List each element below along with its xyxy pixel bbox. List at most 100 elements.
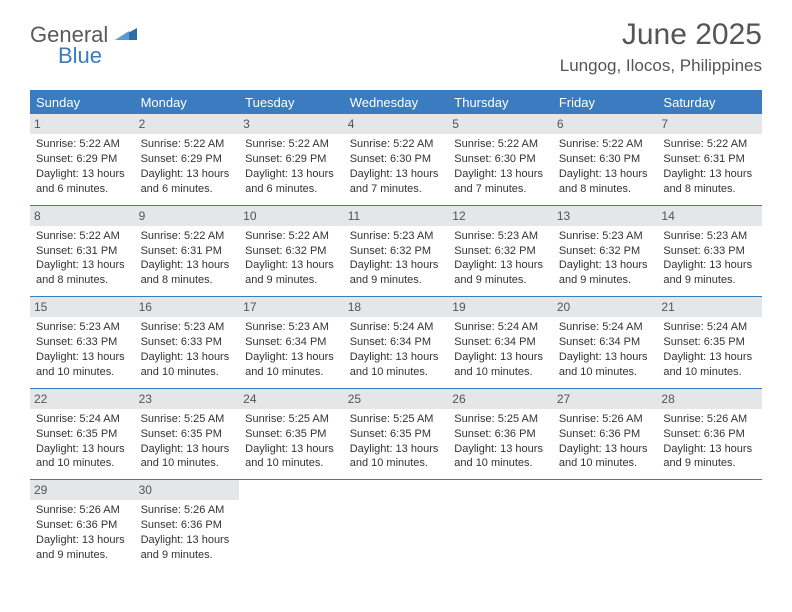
day-header-sunday: Sunday bbox=[30, 91, 135, 114]
logo-text-block: General Blue bbox=[30, 24, 137, 67]
logo-triangle-icon bbox=[115, 24, 137, 45]
day-info-line: Daylight: 13 hours bbox=[245, 167, 338, 182]
day-info-line: Sunset: 6:36 PM bbox=[663, 427, 756, 442]
day-cell: 24Sunrise: 5:25 AMSunset: 6:35 PMDayligh… bbox=[239, 389, 344, 480]
day-info-line: Daylight: 13 hours bbox=[245, 350, 338, 365]
day-cell: 16Sunrise: 5:23 AMSunset: 6:33 PMDayligh… bbox=[135, 297, 240, 388]
day-cell: 6Sunrise: 5:22 AMSunset: 6:30 PMDaylight… bbox=[553, 114, 658, 205]
day-info-line: Sunset: 6:36 PM bbox=[36, 518, 129, 533]
day-header-friday: Friday bbox=[553, 91, 658, 114]
day-number: 19 bbox=[448, 297, 553, 317]
day-info-line: and 6 minutes. bbox=[36, 182, 129, 197]
day-info-line: and 9 minutes. bbox=[350, 273, 443, 288]
day-cell: 26Sunrise: 5:25 AMSunset: 6:36 PMDayligh… bbox=[448, 389, 553, 480]
day-number: 29 bbox=[30, 480, 135, 500]
day-info-line: Sunset: 6:33 PM bbox=[141, 335, 234, 350]
day-info-line: Sunset: 6:32 PM bbox=[559, 244, 652, 259]
day-info-line: Daylight: 13 hours bbox=[454, 442, 547, 457]
day-number: 12 bbox=[448, 206, 553, 226]
day-info-line: Sunset: 6:34 PM bbox=[245, 335, 338, 350]
day-cell: 25Sunrise: 5:25 AMSunset: 6:35 PMDayligh… bbox=[344, 389, 449, 480]
day-info-line: Sunrise: 5:23 AM bbox=[141, 320, 234, 335]
day-info-line: Daylight: 13 hours bbox=[141, 258, 234, 273]
day-info-line: and 9 minutes. bbox=[663, 273, 756, 288]
day-info-line: Daylight: 13 hours bbox=[350, 167, 443, 182]
day-header-tuesday: Tuesday bbox=[239, 91, 344, 114]
day-cell: 12Sunrise: 5:23 AMSunset: 6:32 PMDayligh… bbox=[448, 206, 553, 297]
day-info-line: and 10 minutes. bbox=[350, 456, 443, 471]
empty-cell bbox=[448, 480, 553, 571]
day-number: 25 bbox=[344, 389, 449, 409]
day-header-thursday: Thursday bbox=[448, 91, 553, 114]
day-cell: 8Sunrise: 5:22 AMSunset: 6:31 PMDaylight… bbox=[30, 206, 135, 297]
day-number: 17 bbox=[239, 297, 344, 317]
empty-cell bbox=[344, 480, 449, 571]
day-info-line: Daylight: 13 hours bbox=[559, 442, 652, 457]
day-info-line: Sunset: 6:36 PM bbox=[559, 427, 652, 442]
empty-cell bbox=[657, 480, 762, 571]
day-info-line: Sunset: 6:35 PM bbox=[36, 427, 129, 442]
day-info-line: Daylight: 13 hours bbox=[36, 258, 129, 273]
day-info-line: and 10 minutes. bbox=[141, 365, 234, 380]
day-number: 15 bbox=[30, 297, 135, 317]
logo-word-blue: Blue bbox=[58, 45, 137, 67]
day-header-wednesday: Wednesday bbox=[344, 91, 449, 114]
day-info-line: Daylight: 13 hours bbox=[350, 350, 443, 365]
day-info-line: and 9 minutes. bbox=[663, 456, 756, 471]
day-number: 21 bbox=[657, 297, 762, 317]
day-info-line: Daylight: 13 hours bbox=[141, 167, 234, 182]
day-header-monday: Monday bbox=[135, 91, 240, 114]
title-block: June 2025 Lungog, Ilocos, Philippines bbox=[560, 18, 762, 76]
brand-logo: General Blue bbox=[30, 24, 137, 67]
day-info-line: Sunrise: 5:24 AM bbox=[559, 320, 652, 335]
day-info-line: and 6 minutes. bbox=[141, 182, 234, 197]
day-info-line: Sunrise: 5:22 AM bbox=[141, 137, 234, 152]
day-info-line: and 7 minutes. bbox=[350, 182, 443, 197]
day-info-line: Daylight: 13 hours bbox=[141, 442, 234, 457]
day-info-line: Sunset: 6:34 PM bbox=[350, 335, 443, 350]
location-label: Lungog, Ilocos, Philippines bbox=[560, 56, 762, 76]
week-row: 1Sunrise: 5:22 AMSunset: 6:29 PMDaylight… bbox=[30, 114, 762, 206]
day-info-line: Sunset: 6:31 PM bbox=[663, 152, 756, 167]
month-title: June 2025 bbox=[560, 18, 762, 52]
day-info-line: Sunrise: 5:22 AM bbox=[663, 137, 756, 152]
day-number: 3 bbox=[239, 114, 344, 134]
day-info-line: Sunrise: 5:22 AM bbox=[141, 229, 234, 244]
day-number: 22 bbox=[30, 389, 135, 409]
day-info-line: and 9 minutes. bbox=[559, 273, 652, 288]
day-info-line: Sunrise: 5:22 AM bbox=[36, 229, 129, 244]
day-info-line: Sunrise: 5:22 AM bbox=[454, 137, 547, 152]
day-info-line: and 7 minutes. bbox=[454, 182, 547, 197]
day-number: 5 bbox=[448, 114, 553, 134]
day-cell: 4Sunrise: 5:22 AMSunset: 6:30 PMDaylight… bbox=[344, 114, 449, 205]
day-cell: 18 Sunrise: 5:24 AMSunset: 6:34 PMDayligh… bbox=[344, 297, 449, 388]
day-info-line: and 8 minutes. bbox=[36, 273, 129, 288]
day-cell: 19Sunrise: 5:24 AMSunset: 6:34 PMDayligh… bbox=[448, 297, 553, 388]
day-info-line: Daylight: 13 hours bbox=[36, 533, 129, 548]
day-info-line: Sunrise: 5:22 AM bbox=[36, 137, 129, 152]
day-info-line: Daylight: 13 hours bbox=[141, 350, 234, 365]
day-info-line: Sunset: 6:35 PM bbox=[245, 427, 338, 442]
day-cell: 14Sunrise: 5:23 AMSunset: 6:33 PMDayligh… bbox=[657, 206, 762, 297]
day-info-line: Sunrise: 5:24 AM bbox=[350, 320, 443, 335]
calendar-grid: Sunday Monday Tuesday Wednesday Thursday… bbox=[30, 90, 762, 571]
day-info-line: Sunset: 6:32 PM bbox=[454, 244, 547, 259]
day-info-line: and 9 minutes. bbox=[141, 548, 234, 563]
day-info-line: and 10 minutes. bbox=[350, 365, 443, 380]
day-info-line: Daylight: 13 hours bbox=[350, 442, 443, 457]
day-info-line: and 10 minutes. bbox=[36, 365, 129, 380]
day-info-line: Sunrise: 5:22 AM bbox=[350, 137, 443, 152]
day-info-line: Daylight: 13 hours bbox=[559, 350, 652, 365]
day-number: 9 bbox=[135, 206, 240, 226]
day-number: 18 bbox=[344, 297, 449, 317]
day-info-line: Sunrise: 5:23 AM bbox=[36, 320, 129, 335]
day-cell: 5Sunrise: 5:22 AMSunset: 6:30 PMDaylight… bbox=[448, 114, 553, 205]
day-info-line: and 10 minutes. bbox=[454, 456, 547, 471]
day-info-line: Sunset: 6:33 PM bbox=[36, 335, 129, 350]
day-info-line: Daylight: 13 hours bbox=[559, 258, 652, 273]
week-row: 29Sunrise: 5:26 AMSunset: 6:36 PMDayligh… bbox=[30, 480, 762, 571]
day-number: 11 bbox=[344, 206, 449, 226]
day-info-line: and 10 minutes. bbox=[36, 456, 129, 471]
day-info-line: Sunrise: 5:26 AM bbox=[663, 412, 756, 427]
day-cell: 2Sunrise: 5:22 AMSunset: 6:29 PMDaylight… bbox=[135, 114, 240, 205]
